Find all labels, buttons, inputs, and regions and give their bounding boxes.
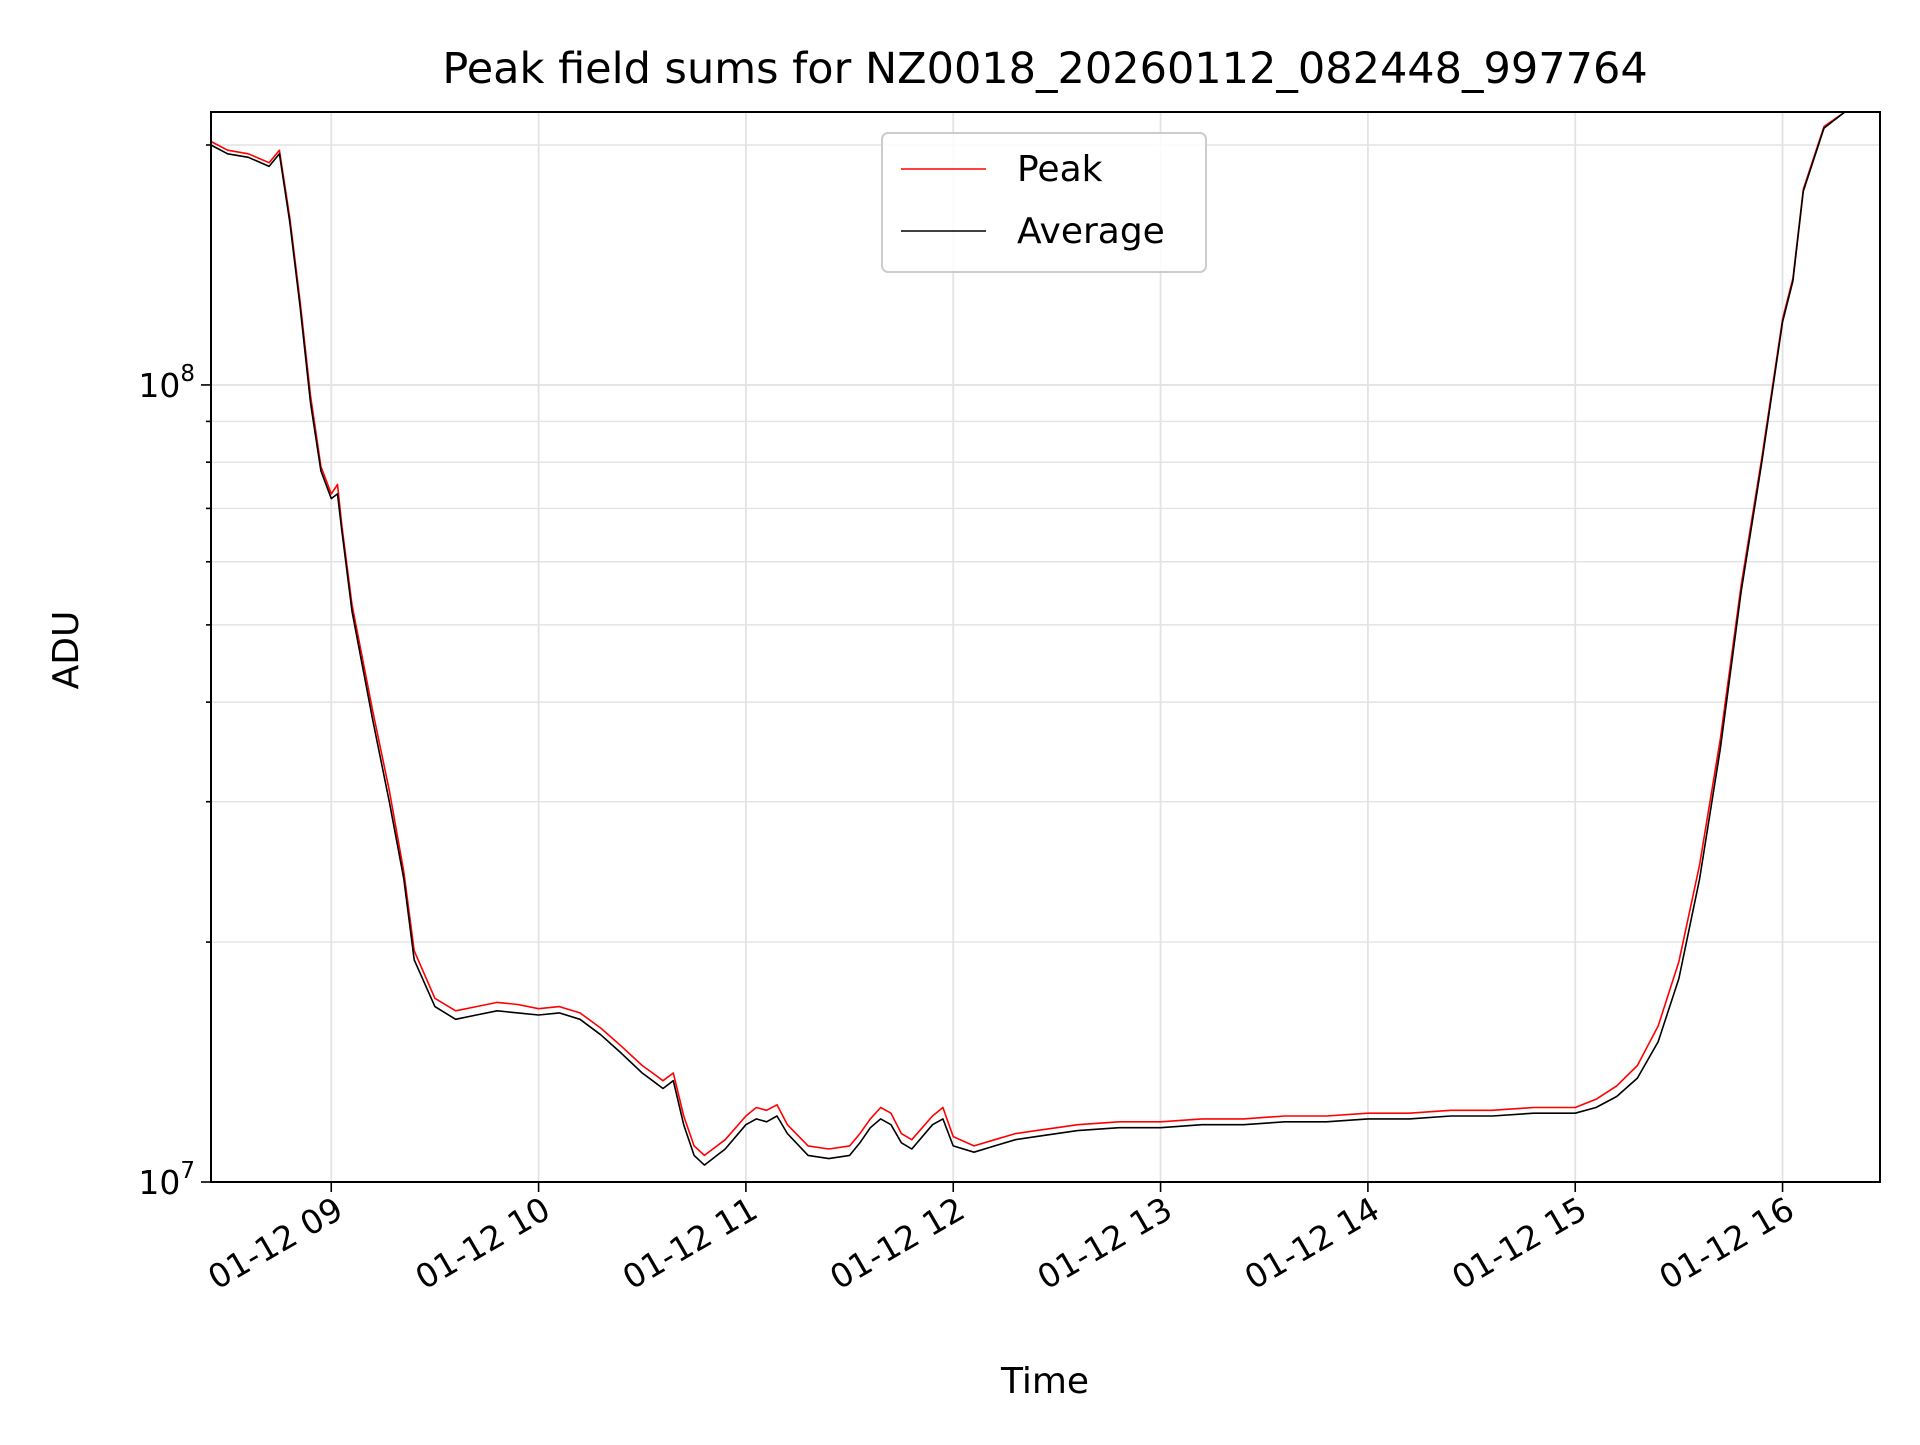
- legend-average-label: Average: [1017, 211, 1165, 252]
- legend-peak-label: Peak: [1017, 149, 1103, 190]
- series-peak-line: [210, 111, 1880, 1157]
- series-average-line: [210, 111, 1880, 1166]
- legend-box: [881, 132, 1207, 273]
- y-tick-base: 10: [138, 1163, 180, 1202]
- chart-title: Peak field sums for NZ0018_20260112_0824…: [442, 44, 1647, 94]
- legend: Peak Average: [881, 132, 1207, 273]
- y-tick-base: 10: [138, 366, 180, 405]
- y-tick-exponent: 8: [180, 361, 195, 387]
- y-tick-label: 108: [138, 361, 195, 405]
- x-axis-label: Time: [1000, 1361, 1089, 1402]
- y-tick-exponent: 7: [180, 1158, 195, 1184]
- y-axis-label: ADU: [46, 611, 87, 690]
- plot-frame: [210, 111, 1881, 1183]
- series-layer: [210, 111, 1880, 1166]
- y-tick-label: 107: [138, 1158, 195, 1202]
